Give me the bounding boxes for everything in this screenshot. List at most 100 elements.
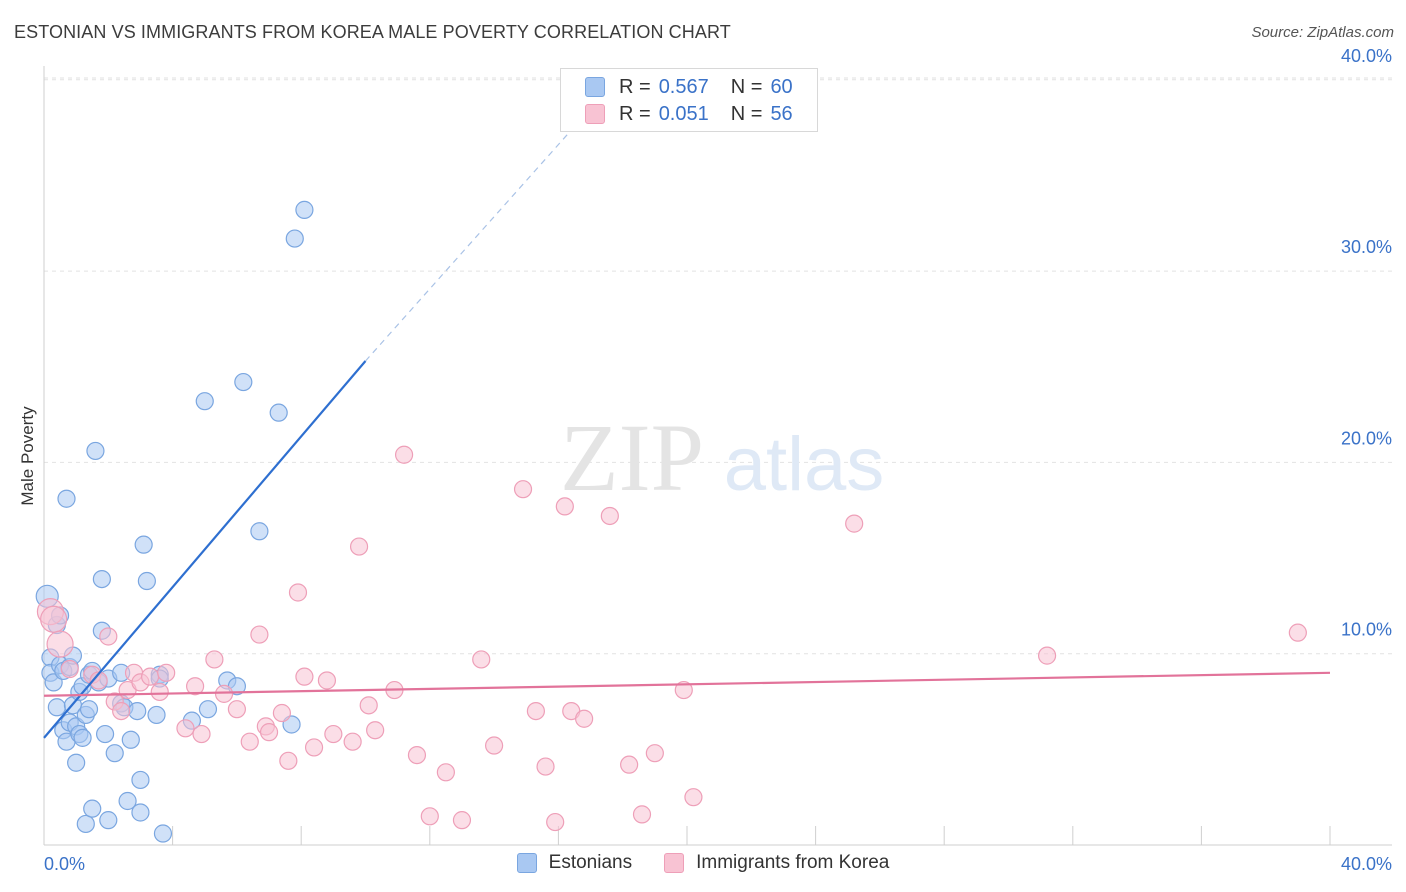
point-korea	[645, 744, 664, 763]
point-estonians	[76, 814, 95, 834]
trend-extension-estonians	[365, 108, 591, 362]
point-korea	[436, 763, 455, 782]
series-legend: Estonians Immigrants from Korea	[0, 852, 1406, 874]
trend-line-korea	[43, 671, 1331, 697]
point-korea	[526, 701, 545, 721]
axes	[43, 66, 1392, 846]
point-korea	[186, 677, 205, 696]
point-korea	[575, 709, 594, 728]
legend-label-korea: Immigrants from Korea	[696, 852, 890, 873]
point-korea	[176, 719, 195, 738]
point-korea	[394, 445, 414, 464]
point-estonians	[47, 698, 66, 717]
stats-row-estonians: R = 0.567 N = 60	[585, 75, 793, 99]
point-estonians	[57, 489, 76, 508]
gridlines	[44, 77, 1392, 655]
trend-line-estonians	[43, 360, 367, 739]
watermark-zip: ZIP	[560, 404, 704, 511]
r-value: 0.567	[658, 75, 709, 98]
trend-lines	[43, 108, 1331, 739]
points-korea	[36, 445, 1307, 832]
n-label: N =	[730, 75, 763, 98]
points-estonians	[35, 200, 314, 843]
point-korea	[472, 650, 491, 669]
point-korea	[343, 732, 362, 751]
point-korea	[452, 811, 472, 830]
point-korea	[214, 684, 234, 703]
point-estonians	[95, 724, 115, 744]
point-korea	[157, 663, 176, 682]
point-korea	[112, 701, 131, 721]
point-korea	[600, 506, 619, 526]
point-korea	[1288, 623, 1307, 642]
point-korea	[140, 667, 160, 686]
point-estonians	[137, 571, 156, 591]
point-korea	[227, 700, 246, 719]
point-estonians	[131, 803, 150, 822]
point-korea	[407, 745, 427, 765]
n-label: N =	[730, 102, 763, 125]
point-korea	[99, 627, 118, 646]
point-estonians	[128, 701, 147, 721]
point-korea	[150, 682, 169, 702]
point-estonians	[285, 229, 304, 248]
point-estonians	[79, 700, 99, 719]
point-estonians	[83, 799, 102, 818]
estonians-swatch	[585, 77, 605, 97]
point-estonians	[121, 730, 140, 749]
stats-legend: R = 0.567 N = 60 R = 0.051 N = 56	[560, 68, 818, 132]
point-korea	[46, 630, 74, 658]
point-korea	[632, 805, 652, 824]
x-tick-label: 40.0%	[1341, 854, 1392, 874]
point-estonians	[105, 744, 124, 763]
n-value: 56	[770, 102, 793, 125]
source-label: Source: ZipAtlas.com	[1251, 24, 1394, 41]
point-korea	[359, 696, 378, 715]
point-korea	[250, 625, 269, 644]
stats-row-korea: R = 0.051 N = 56	[585, 102, 793, 126]
point-korea	[240, 732, 259, 751]
point-korea	[40, 605, 68, 633]
point-estonians	[153, 824, 173, 843]
point-estonians	[99, 811, 118, 830]
point-korea	[536, 757, 555, 776]
point-korea	[513, 480, 533, 499]
y-tick-label: 10.0%	[1341, 620, 1392, 640]
point-estonians	[131, 770, 150, 790]
point-estonians	[118, 791, 137, 811]
r-label: R =	[619, 75, 651, 98]
point-estonians	[86, 441, 105, 461]
y-tick-label: 40.0%	[1341, 46, 1392, 66]
watermark-atlas: atlas	[724, 422, 885, 507]
korea-swatch	[585, 104, 605, 124]
point-korea	[317, 671, 337, 690]
point-korea	[279, 751, 298, 770]
point-korea	[546, 812, 565, 832]
watermark: ZIP atlas	[560, 404, 884, 511]
tick-labels: 10.0% 20.0% 30.0% 40.0% 0.0% 40.0%	[44, 46, 1392, 874]
point-korea	[485, 736, 504, 755]
n-value: 60	[770, 75, 793, 98]
point-korea	[304, 738, 324, 757]
legend-label-estonians: Estonians	[548, 852, 633, 873]
legend-item-estonians[interactable]: Estonians	[516, 852, 633, 874]
point-estonians	[67, 753, 86, 772]
point-korea	[295, 667, 314, 686]
point-korea	[89, 671, 108, 690]
point-korea	[324, 724, 343, 744]
point-estonians	[250, 522, 269, 541]
point-korea	[349, 537, 369, 556]
point-korea	[272, 703, 292, 723]
point-estonians	[73, 728, 92, 747]
korea-legend-swatch	[664, 853, 685, 873]
point-estonians	[195, 392, 214, 411]
estonians-legend-swatch	[516, 853, 537, 873]
point-estonians	[198, 700, 218, 719]
point-estonians	[234, 372, 253, 392]
legend-item-korea[interactable]: Immigrants from Korea	[664, 852, 889, 874]
r-label: R =	[619, 102, 651, 125]
point-estonians	[147, 705, 166, 725]
point-korea	[205, 650, 224, 669]
point-korea	[420, 807, 439, 826]
